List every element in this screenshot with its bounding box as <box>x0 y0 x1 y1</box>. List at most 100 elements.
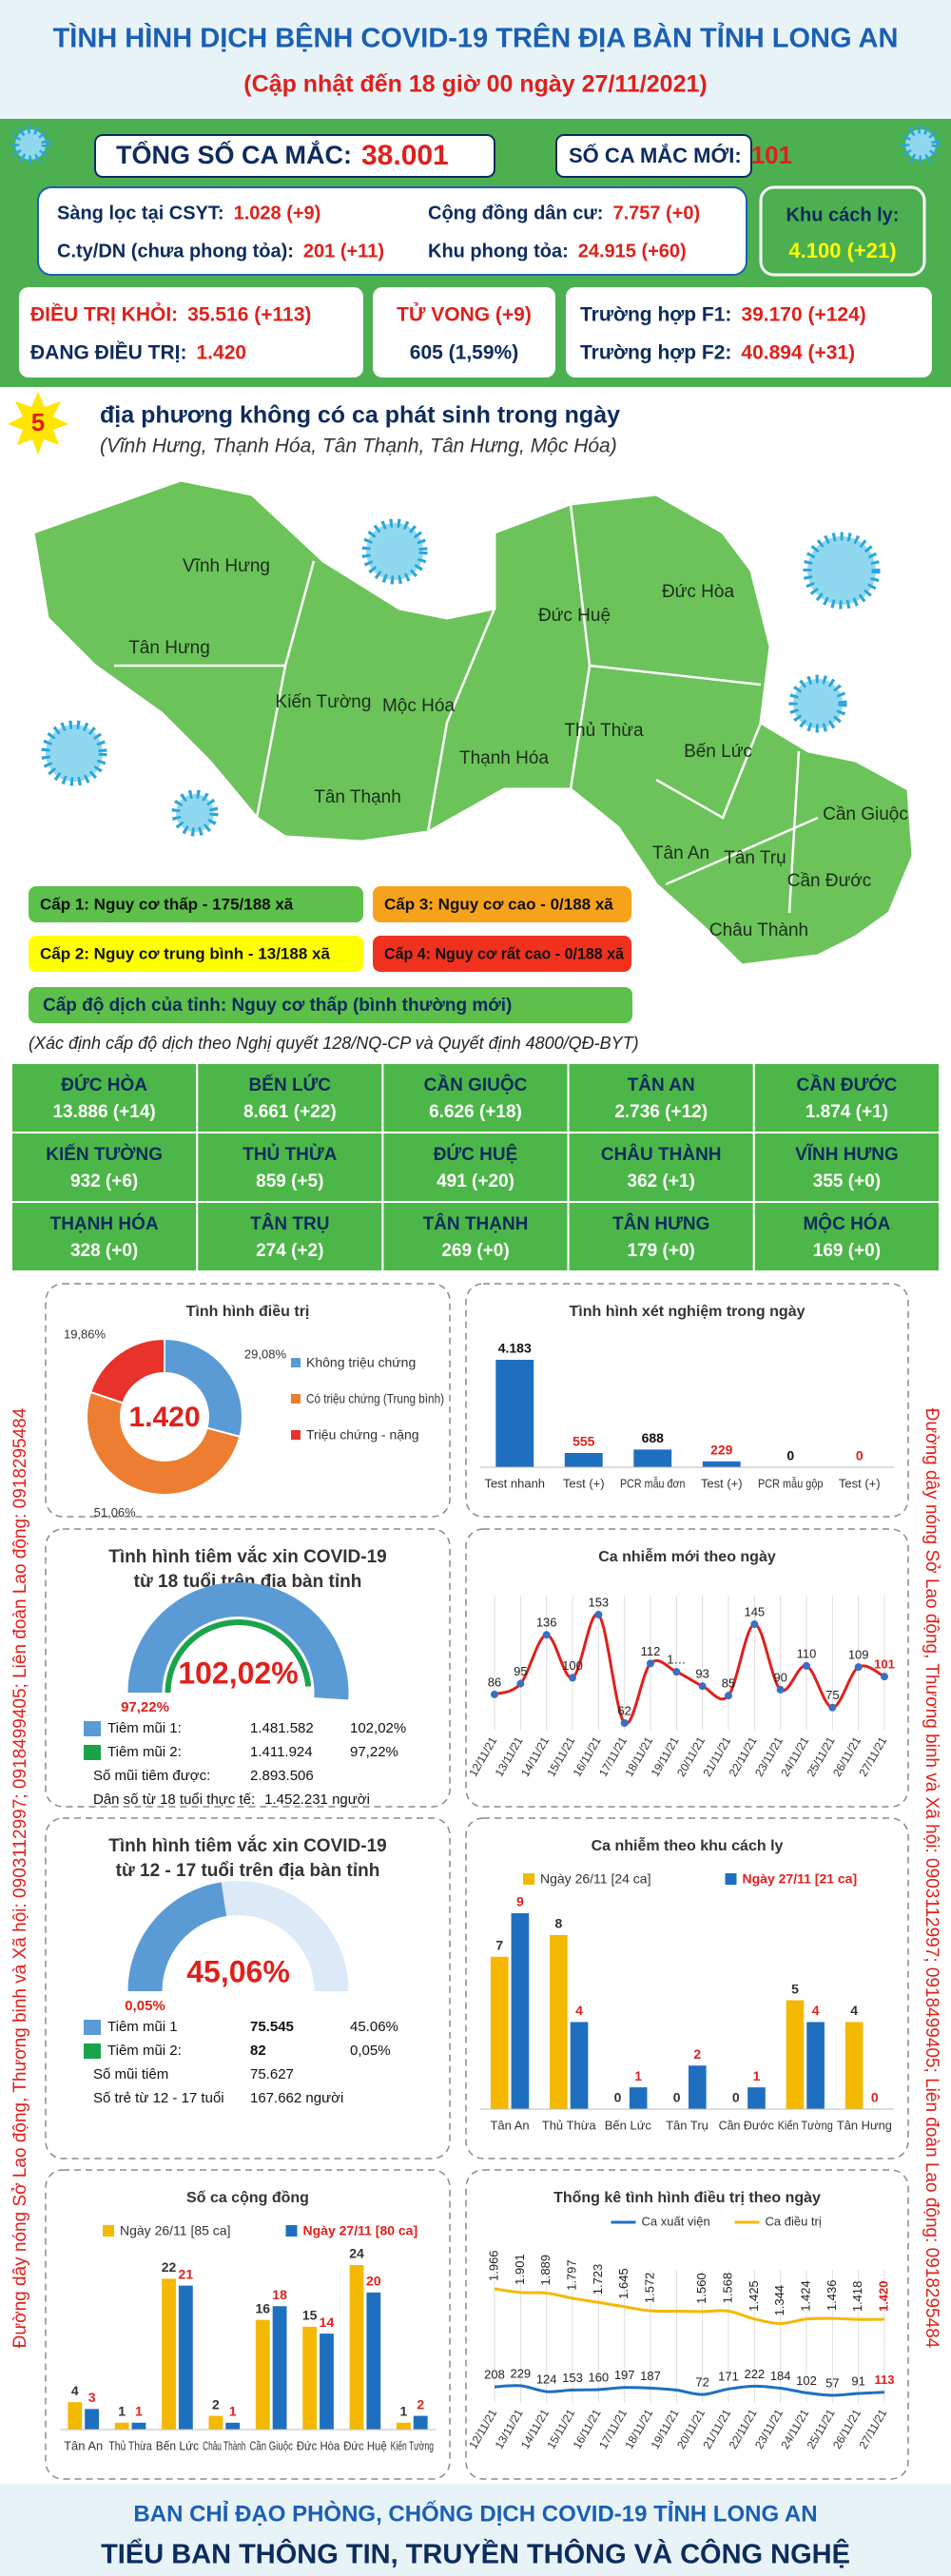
footer-line: BAN CHỈ ĐẠO PHÒNG, CHỐNG DỊCH COVID-19 T… <box>133 2499 817 2527</box>
value-label: 1.344 <box>772 2285 786 2316</box>
value-label: 15 <box>302 2308 318 2323</box>
legend-swatch <box>291 1430 301 1440</box>
district-value: 6.626 (+18) <box>429 1102 522 1122</box>
value-label: 1.424 <box>798 2280 812 2312</box>
stat-value: 7.757 (+0) <box>612 203 700 223</box>
legend-swatch <box>103 2225 114 2237</box>
map-count: 5 <box>31 408 45 436</box>
value-label: 22 <box>162 2259 177 2275</box>
value-label: 109 <box>848 1648 869 1662</box>
stat-value: 605 (1,59%) <box>410 342 518 364</box>
value-label: 24 <box>349 2246 364 2261</box>
district-name: ĐỨC HÒA <box>61 1075 147 1095</box>
value-label: 1.723 <box>591 2264 605 2295</box>
value-label: 197 <box>614 2368 635 2382</box>
bar <box>85 2409 99 2430</box>
value-label: 4 <box>850 2003 858 2018</box>
district-value: 2.736 (+12) <box>614 1102 708 1122</box>
pie-slice <box>164 1337 243 1439</box>
gauge-table-cell: 1.411.924 <box>250 1744 313 1760</box>
line-marker <box>698 1682 707 1691</box>
district-cell <box>381 1132 570 1203</box>
gauge-table-cell: 102,02% <box>350 1720 406 1736</box>
legend-swatch <box>725 1873 737 1885</box>
value-label: 4.183 <box>498 1341 532 1356</box>
value-label: 2 <box>693 2046 701 2062</box>
treatment-box <box>19 287 363 378</box>
legend-swatch <box>291 1358 301 1367</box>
level-badge <box>373 886 631 922</box>
x-tick-label: Bến Lức <box>156 2438 200 2452</box>
value-label: 20 <box>366 2274 381 2289</box>
pie-slice <box>86 1390 242 1496</box>
hotline: Đường dây nóng Sở Lao động, Thương binh … <box>922 1408 941 2349</box>
value-label: 16 <box>255 2300 270 2315</box>
x-tick-label: Test (+) <box>563 1476 605 1490</box>
chart-frame <box>45 1528 451 1808</box>
chart-subtitle: từ 18 tuổi trên địa bàn tỉnh <box>134 1572 362 1592</box>
district-name: TÂN TRỤ <box>250 1213 329 1234</box>
map-headline: địa phương không có ca phát sinh trong n… <box>100 402 620 429</box>
x-tick-label: Test nhanh <box>484 1476 545 1490</box>
district-cell <box>567 1201 755 1272</box>
value-label: 1.568 <box>720 2273 734 2304</box>
district-value: 8.661 (+22) <box>243 1102 337 1122</box>
sources-box <box>37 186 747 276</box>
legend-swatch <box>84 1721 101 1736</box>
value-label: 2 <box>212 2396 220 2411</box>
value-label: 100 <box>562 1658 583 1673</box>
bar <box>178 2285 193 2430</box>
value-label: 229 <box>710 1443 733 1458</box>
legend-label: Triệu chứng - nặng <box>306 1427 419 1443</box>
line-marker <box>776 1685 785 1694</box>
chart-subtitle: từ 12 - 17 tuổi trên địa bàn tỉnh <box>116 1861 380 1881</box>
x-tick-label: Tân An <box>64 2438 103 2452</box>
bar <box>320 2334 334 2430</box>
district-label: Thủ Thừa <box>564 721 644 741</box>
bar <box>366 2292 381 2430</box>
total-box <box>94 134 495 178</box>
value-label: 160 <box>588 2370 609 2384</box>
level-badge <box>29 936 363 972</box>
value-label: 90 <box>773 1670 786 1684</box>
district-borders <box>114 503 819 914</box>
virus-icon <box>41 720 107 786</box>
chart-frame <box>465 1817 909 2160</box>
bar <box>349 2265 364 2430</box>
value-label: 1.560 <box>694 2273 708 2304</box>
line-marker <box>491 1690 498 1698</box>
district-cell <box>381 1201 570 1272</box>
line-marker <box>516 1679 525 1688</box>
bar <box>806 2022 825 2109</box>
legend-swatch <box>84 2020 101 2035</box>
legend-label: Ngày 27/11 [80 ca] <box>303 2223 418 2238</box>
value-label: 222 <box>744 2367 765 2381</box>
value-label: 1 <box>400 2403 408 2418</box>
value-label: 136 <box>536 1616 557 1630</box>
virus-icon <box>901 125 941 165</box>
value-label: 3 <box>88 2390 96 2405</box>
gauge-table-cell: 75.545 <box>250 2019 294 2035</box>
district-label: Tân Thạnh <box>314 787 401 807</box>
map-list: (Vĩnh Hưng, Thạnh Hóa, Tân Thạnh, Tân Hư… <box>100 436 617 457</box>
value-label: 0 <box>614 2090 622 2105</box>
bar <box>162 2278 176 2430</box>
line-marker <box>672 1668 681 1676</box>
bar <box>786 2000 805 2109</box>
district-name: THẠNH HÓA <box>50 1213 159 1234</box>
bar <box>511 1913 530 2109</box>
district-label: Kiến Tường <box>276 692 372 712</box>
value-label: 171 <box>718 2370 739 2384</box>
page-title: TÌNH HÌNH DỊCH BỆNH COVID-19 TRÊN ĐỊA BÀ… <box>53 22 899 54</box>
x-tick-label: Bến Lức <box>605 2118 652 2132</box>
stat-label: TỔNG SỐ CA MẮC: <box>116 139 352 169</box>
value-label: 8 <box>554 1916 562 1931</box>
value-label: 9 <box>516 1894 524 1909</box>
district-name: TÂN THẠNH <box>423 1213 529 1234</box>
deaths-box <box>373 287 555 378</box>
gauge-table-cell: 0,05% <box>350 2043 391 2059</box>
bar <box>397 2422 411 2430</box>
value-label: 18 <box>272 2287 287 2302</box>
stat-value: 4.100 (+21) <box>788 239 896 262</box>
